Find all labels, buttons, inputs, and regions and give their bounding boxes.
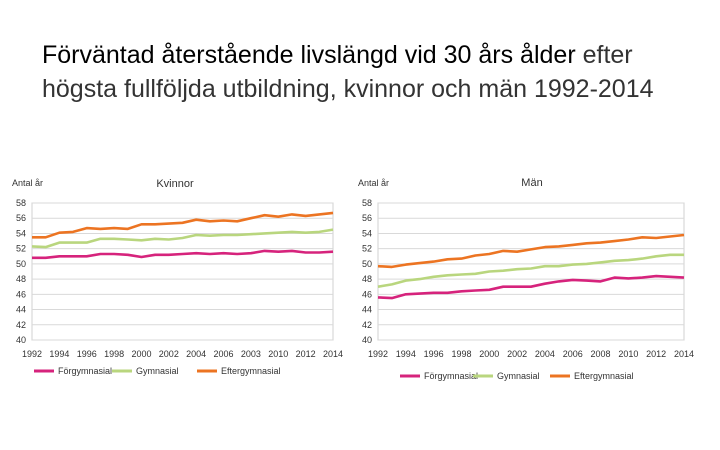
x-tick-label: 2014 <box>323 349 343 359</box>
title-line-2: högsta fullföljda utbildning, kvinnor oc… <box>42 75 654 103</box>
x-tick-label: 2002 <box>159 349 179 359</box>
y-tick-label: 52 <box>16 244 26 254</box>
y-axis-label: Antal år <box>358 178 389 188</box>
x-tick-label: 2000 <box>131 349 151 359</box>
slide-title: Förväntad återstående livslängd vid 30 å… <box>42 38 712 106</box>
x-tick-label: 2002 <box>507 349 527 359</box>
series-line-eftergymnasial <box>377 233 685 269</box>
x-tick-label: 2004 <box>535 349 555 359</box>
legend-label: Gymnasial <box>136 366 179 376</box>
chart-title: Män <box>521 177 542 189</box>
legend-label: Gymnasial <box>497 371 540 381</box>
y-tick-label: 42 <box>16 320 26 330</box>
x-tick-label: 1996 <box>424 349 444 359</box>
y-tick-label: 54 <box>362 228 372 238</box>
y-tick-label: 50 <box>362 259 372 269</box>
y-tick-label: 56 <box>16 213 26 223</box>
chart-title: Kvinnor <box>156 178 194 190</box>
legend-label: Förgymnasial <box>58 366 112 376</box>
chart-kvinnor: 40 42 44 46 48 50 52 54 56 58 1992 1994 1996 1998 2000… <box>12 178 343 376</box>
series-line-gymnasial <box>377 253 684 288</box>
x-tick-label: 2010 <box>268 349 288 359</box>
x-tick-label: 2014 <box>674 349 694 359</box>
y-tick-label: 44 <box>362 305 372 315</box>
plot-frame <box>377 202 685 341</box>
title-bold-part: Förväntad återstående livslängd vid 30 å… <box>42 41 576 69</box>
x-tick-label: 2003 <box>241 349 261 359</box>
x-tick-label: 1992 <box>368 349 388 359</box>
x-tick-label: 1998 <box>104 349 124 359</box>
series-line-förgymnasial <box>377 274 685 300</box>
x-tick-label: 1996 <box>77 349 97 359</box>
y-tick-label: 42 <box>362 320 372 330</box>
legend-label: Eftergymnasial <box>574 371 634 381</box>
x-tick-label: 2012 <box>646 349 666 359</box>
x-tick-label: 2004 <box>186 349 206 359</box>
y-tick-label: 58 <box>362 198 372 208</box>
x-tick-label: 2006 <box>563 349 583 359</box>
y-tick-label: 48 <box>362 274 372 284</box>
y-axis-label: Antal år <box>12 178 43 188</box>
series-line-eftergymnasial <box>32 211 334 239</box>
series-line-förgymnasial <box>32 249 334 260</box>
x-tick-label: 2010 <box>618 349 638 359</box>
y-tick-label: 50 <box>16 259 26 269</box>
chart-man: 40 42 44 46 48 50 52 54 56 58 1992 1994 1996 1998 2000… <box>358 177 694 381</box>
y-tick-label: 46 <box>16 289 26 299</box>
title-line-1: Förväntad återstående livslängd vid 30 å… <box>42 38 712 72</box>
y-tick-label: 54 <box>16 228 26 238</box>
x-tick-label: 1994 <box>396 349 416 359</box>
x-tick-label: 2012 <box>296 349 316 359</box>
y-tick-label: 44 <box>16 305 26 315</box>
x-tick-label: 2006 <box>214 349 234 359</box>
x-tick-label: 1998 <box>451 349 471 359</box>
x-tick-label: 2000 <box>479 349 499 359</box>
x-tick-label: 2008 <box>591 349 611 359</box>
x-tick-label: 1994 <box>49 349 69 359</box>
y-tick-label: 52 <box>362 244 372 254</box>
title-rest-part: efter <box>575 41 633 69</box>
series-line-gymnasial <box>31 228 334 249</box>
y-tick-label: 56 <box>362 213 372 223</box>
legend-label: Förgymnasial <box>424 371 478 381</box>
y-tick-label: 46 <box>362 289 372 299</box>
y-tick-label: 58 <box>16 198 26 208</box>
legend-label: Eftergymnasial <box>221 366 281 376</box>
y-tick-label: 40 <box>16 335 26 345</box>
x-tick-label: 1992 <box>22 349 42 359</box>
y-tick-label: 40 <box>362 335 372 345</box>
y-tick-label: 48 <box>16 274 26 284</box>
